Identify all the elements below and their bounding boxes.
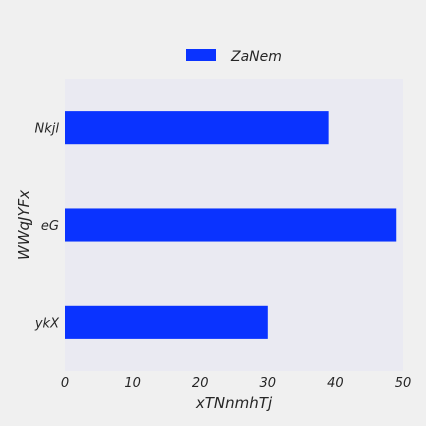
y-tick-label: Nkjl [35,122,60,137]
bar [65,111,329,145]
legend: ZaNem [186,49,282,65]
bar [65,305,268,339]
y-axis-label: WWqJYFx [15,190,33,260]
y-tick-label: ykX [34,316,60,331]
bar [65,208,397,242]
x-tick-label: 10 [124,376,141,391]
legend-label: ZaNem [230,49,282,65]
x-tick-label: 0 [61,376,69,391]
x-axis-label: xTNnmhTj [195,394,273,412]
x-tick-label: 20 [192,376,209,391]
x-tick-label: 40 [327,376,344,391]
y-tick-label: eG [41,219,59,234]
x-tick-label: 30 [260,376,277,391]
legend-swatch [186,49,216,61]
x-tick-label: 50 [395,376,412,391]
